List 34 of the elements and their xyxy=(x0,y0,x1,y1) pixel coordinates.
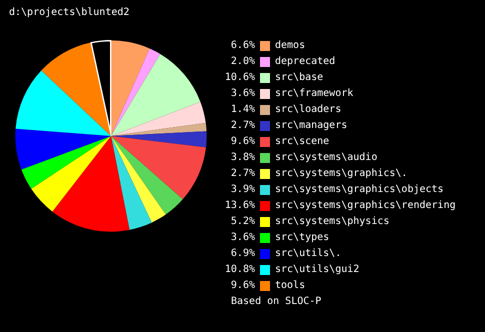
legend-label: src\framework xyxy=(275,87,354,101)
legend-label: src\base xyxy=(275,71,324,85)
data-label: 3.6% xyxy=(230,231,255,245)
legend-label: src\systems\graphics\objects xyxy=(275,183,444,197)
legend-label: src\systems\graphics\rendering xyxy=(275,199,456,213)
legend-label: src\scene xyxy=(275,135,330,149)
data-label: 2.7% xyxy=(230,167,255,181)
legend-label: src\systems\graphics\. xyxy=(275,167,408,181)
data-label: 6.6% xyxy=(230,39,255,53)
legend-label: src\managers xyxy=(275,119,348,133)
legend-label: deprecated xyxy=(275,55,336,69)
text: Based on SLOC-P xyxy=(230,295,322,309)
legend-label: src\utils\gui2 xyxy=(275,263,360,277)
data-label: 10.8% xyxy=(224,263,255,277)
legend-label: demos xyxy=(275,39,306,53)
legend-label: src\loaders xyxy=(275,103,342,117)
data-label: 9.6% xyxy=(230,279,255,293)
data-label: 1.4% xyxy=(230,103,255,117)
data-label: 5.2% xyxy=(230,215,255,229)
data-label: 2.7% xyxy=(230,119,255,133)
data-label: 2.0% xyxy=(230,55,255,69)
legend-label: src\utils\. xyxy=(275,247,342,261)
data-label: 3.6% xyxy=(230,87,255,101)
data-label: 6.9% xyxy=(230,247,255,261)
legend-label: src\systems\audio xyxy=(275,151,378,165)
data-label: 9.6% xyxy=(230,135,255,149)
data-label: 3.9% xyxy=(230,183,255,197)
legend-label: tools xyxy=(275,279,306,293)
legend-label: src\systems\physics xyxy=(275,215,390,229)
legend-label: src\types xyxy=(275,231,330,245)
data-label: 10.6% xyxy=(224,71,255,85)
chart-title: d:\projects\blunted2 xyxy=(9,7,130,18)
data-label: 3.8% xyxy=(230,151,255,165)
data-label: 13.6% xyxy=(224,199,255,213)
